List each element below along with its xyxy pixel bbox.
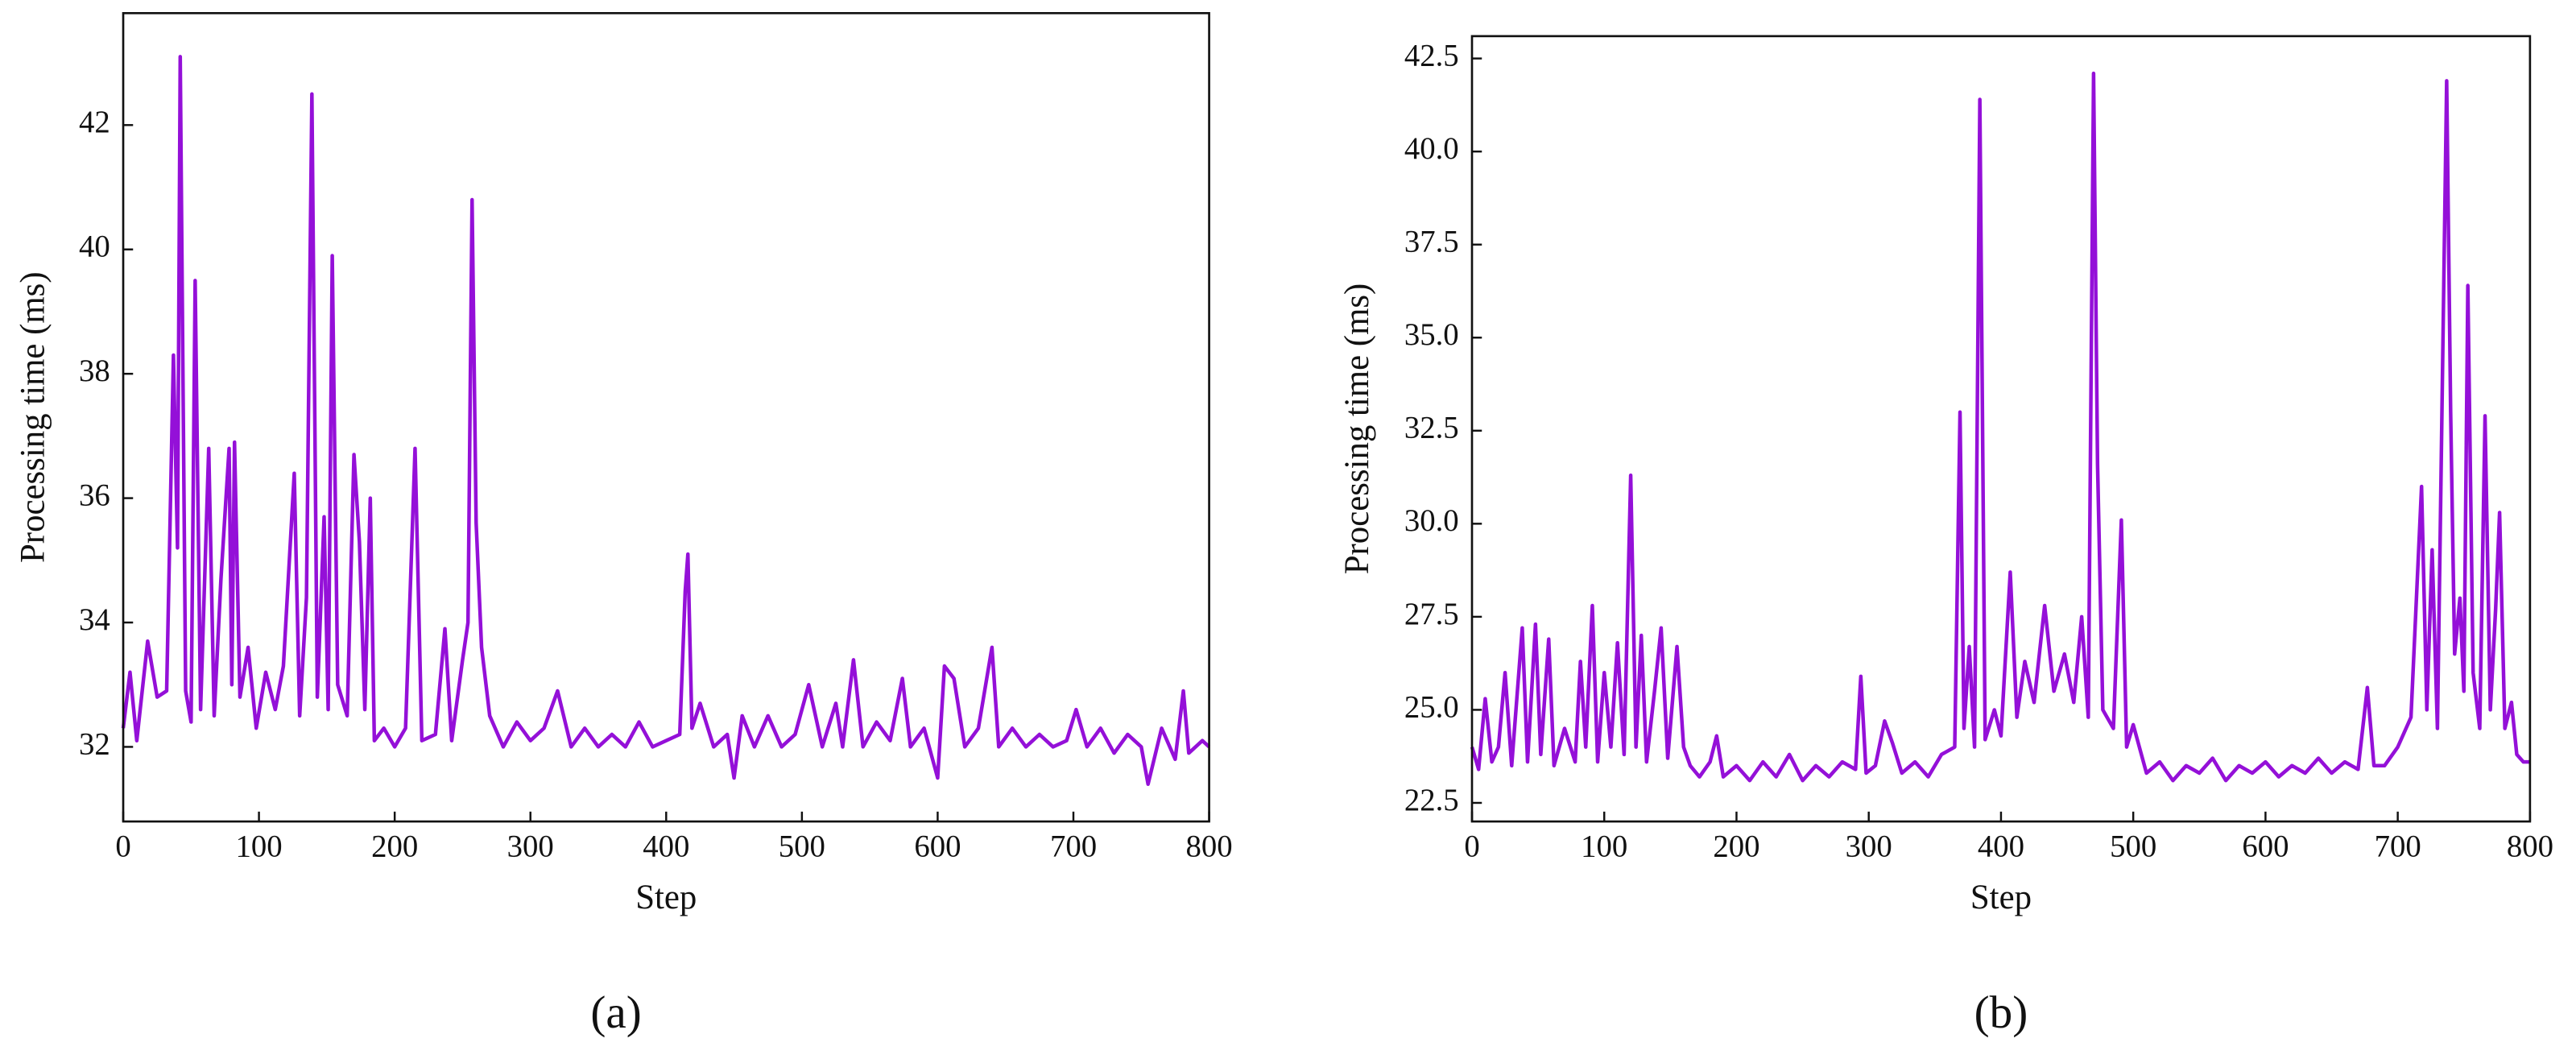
x-tick-label: 200 <box>371 829 418 864</box>
x-tick-label: 500 <box>779 829 825 864</box>
panel-caption: (a) <box>590 987 641 1038</box>
data-line <box>121 55 1211 787</box>
y-tick-label: 40 <box>79 230 110 264</box>
x-tick-label: 600 <box>2242 829 2289 864</box>
y-tick-label: 27.5 <box>1404 597 1459 631</box>
y-tick-label: 22.5 <box>1404 783 1459 817</box>
x-tick-label: 800 <box>2507 829 2553 864</box>
y-tick-label: 25.0 <box>1404 689 1459 724</box>
y-tick-label: 40.0 <box>1404 131 1459 166</box>
x-tick-label: 500 <box>2110 829 2156 864</box>
y-tick-label: 34 <box>79 602 110 637</box>
x-tick-label: 300 <box>507 829 554 864</box>
x-tick-label: 400 <box>643 829 689 864</box>
y-tick-label: 35.0 <box>1404 317 1459 352</box>
y-axis-label: Processing time (ms) <box>1338 283 1376 575</box>
x-axis-label: Step <box>635 879 697 916</box>
y-tick-label: 37.5 <box>1404 225 1459 259</box>
x-tick-label: 700 <box>1050 829 1097 864</box>
x-tick-label: 0 <box>115 829 130 864</box>
x-tick-label: 600 <box>914 829 961 864</box>
x-axis-label: Step <box>1970 879 2032 916</box>
data-line <box>1470 71 2530 783</box>
plot-frame <box>1470 35 2532 823</box>
x-tick-label: 700 <box>2375 829 2421 864</box>
y-tick-label: 36 <box>79 478 110 512</box>
y-tick-label: 38 <box>79 354 110 388</box>
x-tick-label: 100 <box>1581 829 1627 864</box>
x-tick-label: 0 <box>1464 829 1479 864</box>
y-tick-label: 32 <box>79 726 110 761</box>
y-tick-label: 32.5 <box>1404 411 1459 445</box>
x-tick-label: 800 <box>1186 829 1233 864</box>
y-tick-label: 42 <box>79 105 110 139</box>
y-tick-label: 30.0 <box>1404 503 1459 538</box>
plot-frame <box>122 11 1210 823</box>
y-tick-label: 42.5 <box>1404 39 1459 73</box>
x-tick-label: 100 <box>236 829 283 864</box>
x-tick-label: 300 <box>1846 829 1892 864</box>
panel-caption: (b) <box>1974 987 2028 1038</box>
x-tick-label: 400 <box>1978 829 2024 864</box>
x-tick-label: 200 <box>1713 829 1759 864</box>
y-axis-label: Processing time (ms) <box>14 271 52 563</box>
